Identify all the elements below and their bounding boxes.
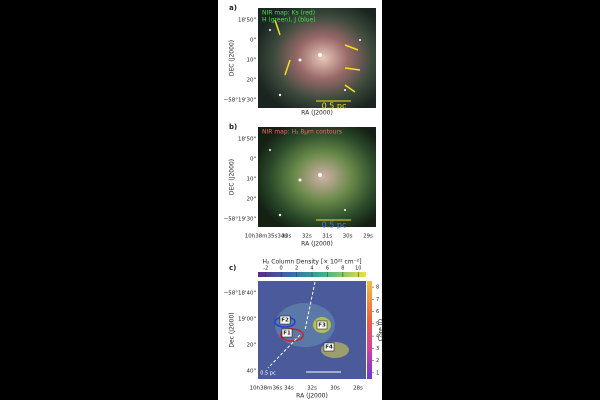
colorbar-tick-label: 10 bbox=[355, 266, 361, 272]
x-tick-label: 34s bbox=[284, 386, 294, 392]
y-tick-label: 40" bbox=[246, 369, 256, 375]
filament-label: F1 bbox=[283, 331, 291, 337]
arrows bbox=[274, 19, 361, 93]
filament-tag bbox=[279, 315, 291, 325]
colorbar-tick-label: 6 bbox=[326, 266, 329, 272]
x-axis-label: RA (J2000) bbox=[301, 241, 333, 248]
y-tick-label: 18'50" bbox=[238, 137, 256, 143]
y-tick-label: 0" bbox=[250, 157, 256, 163]
panel-note: NIR map: Ks (red) bbox=[262, 10, 315, 17]
x-tick-label: 32s bbox=[307, 386, 317, 392]
side-colorbar-tick-label: 8 bbox=[376, 285, 379, 291]
x-tick-label: 29s bbox=[363, 234, 373, 240]
filament-tag bbox=[316, 320, 328, 330]
panel-label: c) bbox=[229, 264, 236, 272]
panel-note: H (green), J (blue) bbox=[262, 17, 316, 24]
side-colorbar-tick-label: 3 bbox=[376, 346, 379, 352]
stars bbox=[269, 29, 361, 217]
x-tick-label: 10h38m35s34s bbox=[245, 234, 288, 240]
filament-label: F4 bbox=[325, 345, 333, 351]
x-tick-label: 32s bbox=[302, 234, 312, 240]
y-tick-label: 20" bbox=[246, 197, 256, 203]
x-axis-label: RA (J2000) bbox=[301, 110, 333, 117]
x-tick-label: 30s bbox=[343, 234, 353, 240]
panel-label: a) bbox=[229, 4, 237, 12]
image-b bbox=[258, 127, 376, 227]
colorbar-tick-label: 8 bbox=[341, 266, 344, 272]
scale-bar-label: 0.5 pc bbox=[322, 221, 347, 230]
scale-bar-label: 0.5 pc bbox=[322, 102, 347, 111]
panel-label: b) bbox=[229, 123, 237, 131]
x-tick-label: 31s bbox=[322, 234, 332, 240]
x-tick-label: 33s bbox=[281, 234, 291, 240]
side-colorbar-label: Core ID bbox=[378, 319, 385, 342]
x-tick-label: 30s bbox=[330, 386, 340, 392]
y-tick-label: 18'50" bbox=[238, 18, 256, 24]
y-tick-label: −58°19'30" bbox=[224, 217, 256, 223]
side-colorbar-tick-label: 1 bbox=[376, 370, 379, 376]
x-axis-label: RA (J2000) bbox=[296, 393, 328, 400]
filament-tag bbox=[281, 328, 293, 338]
side-colorbar-tick-label: 2 bbox=[376, 358, 379, 364]
panel-note: NIR map: H₂ 8μm contours bbox=[262, 129, 342, 136]
y-tick-label: 10" bbox=[246, 177, 256, 183]
y-tick-label: 20" bbox=[246, 78, 256, 84]
colorbar-tick-label: 4 bbox=[310, 266, 313, 272]
filament-label: F3 bbox=[318, 323, 326, 329]
side-colorbar-tick-label: 5 bbox=[376, 321, 379, 327]
x-tick-label: 10h38m36s bbox=[250, 386, 283, 392]
y-tick-label: 0" bbox=[250, 38, 256, 44]
y-axis-label: Dec (J2000) bbox=[229, 312, 236, 347]
side-colorbar-tick-label: 7 bbox=[376, 297, 379, 303]
side-colorbar bbox=[367, 281, 372, 379]
side-colorbar-tick-label: 6 bbox=[376, 309, 379, 315]
y-axis-label: DEC (J2000) bbox=[229, 159, 236, 195]
y-tick-label: −58°19'30" bbox=[224, 98, 256, 104]
filament-tag bbox=[323, 342, 335, 352]
y-tick-label: 19'00" bbox=[238, 317, 256, 323]
colorbar-tick-label: 2 bbox=[295, 266, 298, 272]
scale-bar-label: 0.5 pc bbox=[260, 371, 276, 377]
x-tick-label: 28s bbox=[353, 386, 363, 392]
image-a bbox=[258, 8, 376, 108]
y-tick-label: 20" bbox=[246, 343, 256, 349]
y-tick-label: −58°18'40" bbox=[224, 291, 256, 297]
y-tick-label: 10" bbox=[246, 58, 256, 64]
filament-label: F2 bbox=[281, 318, 289, 324]
colorbar-label: H₂ Column Density [× 10²² cm⁻²] bbox=[262, 259, 361, 266]
colorbar-tick-label: -2 bbox=[263, 266, 268, 272]
side-colorbar-tick-label: 4 bbox=[376, 334, 379, 340]
y-axis-label: DEC (J2000) bbox=[229, 40, 236, 76]
colorbar-tick-label: 0 bbox=[280, 266, 283, 272]
